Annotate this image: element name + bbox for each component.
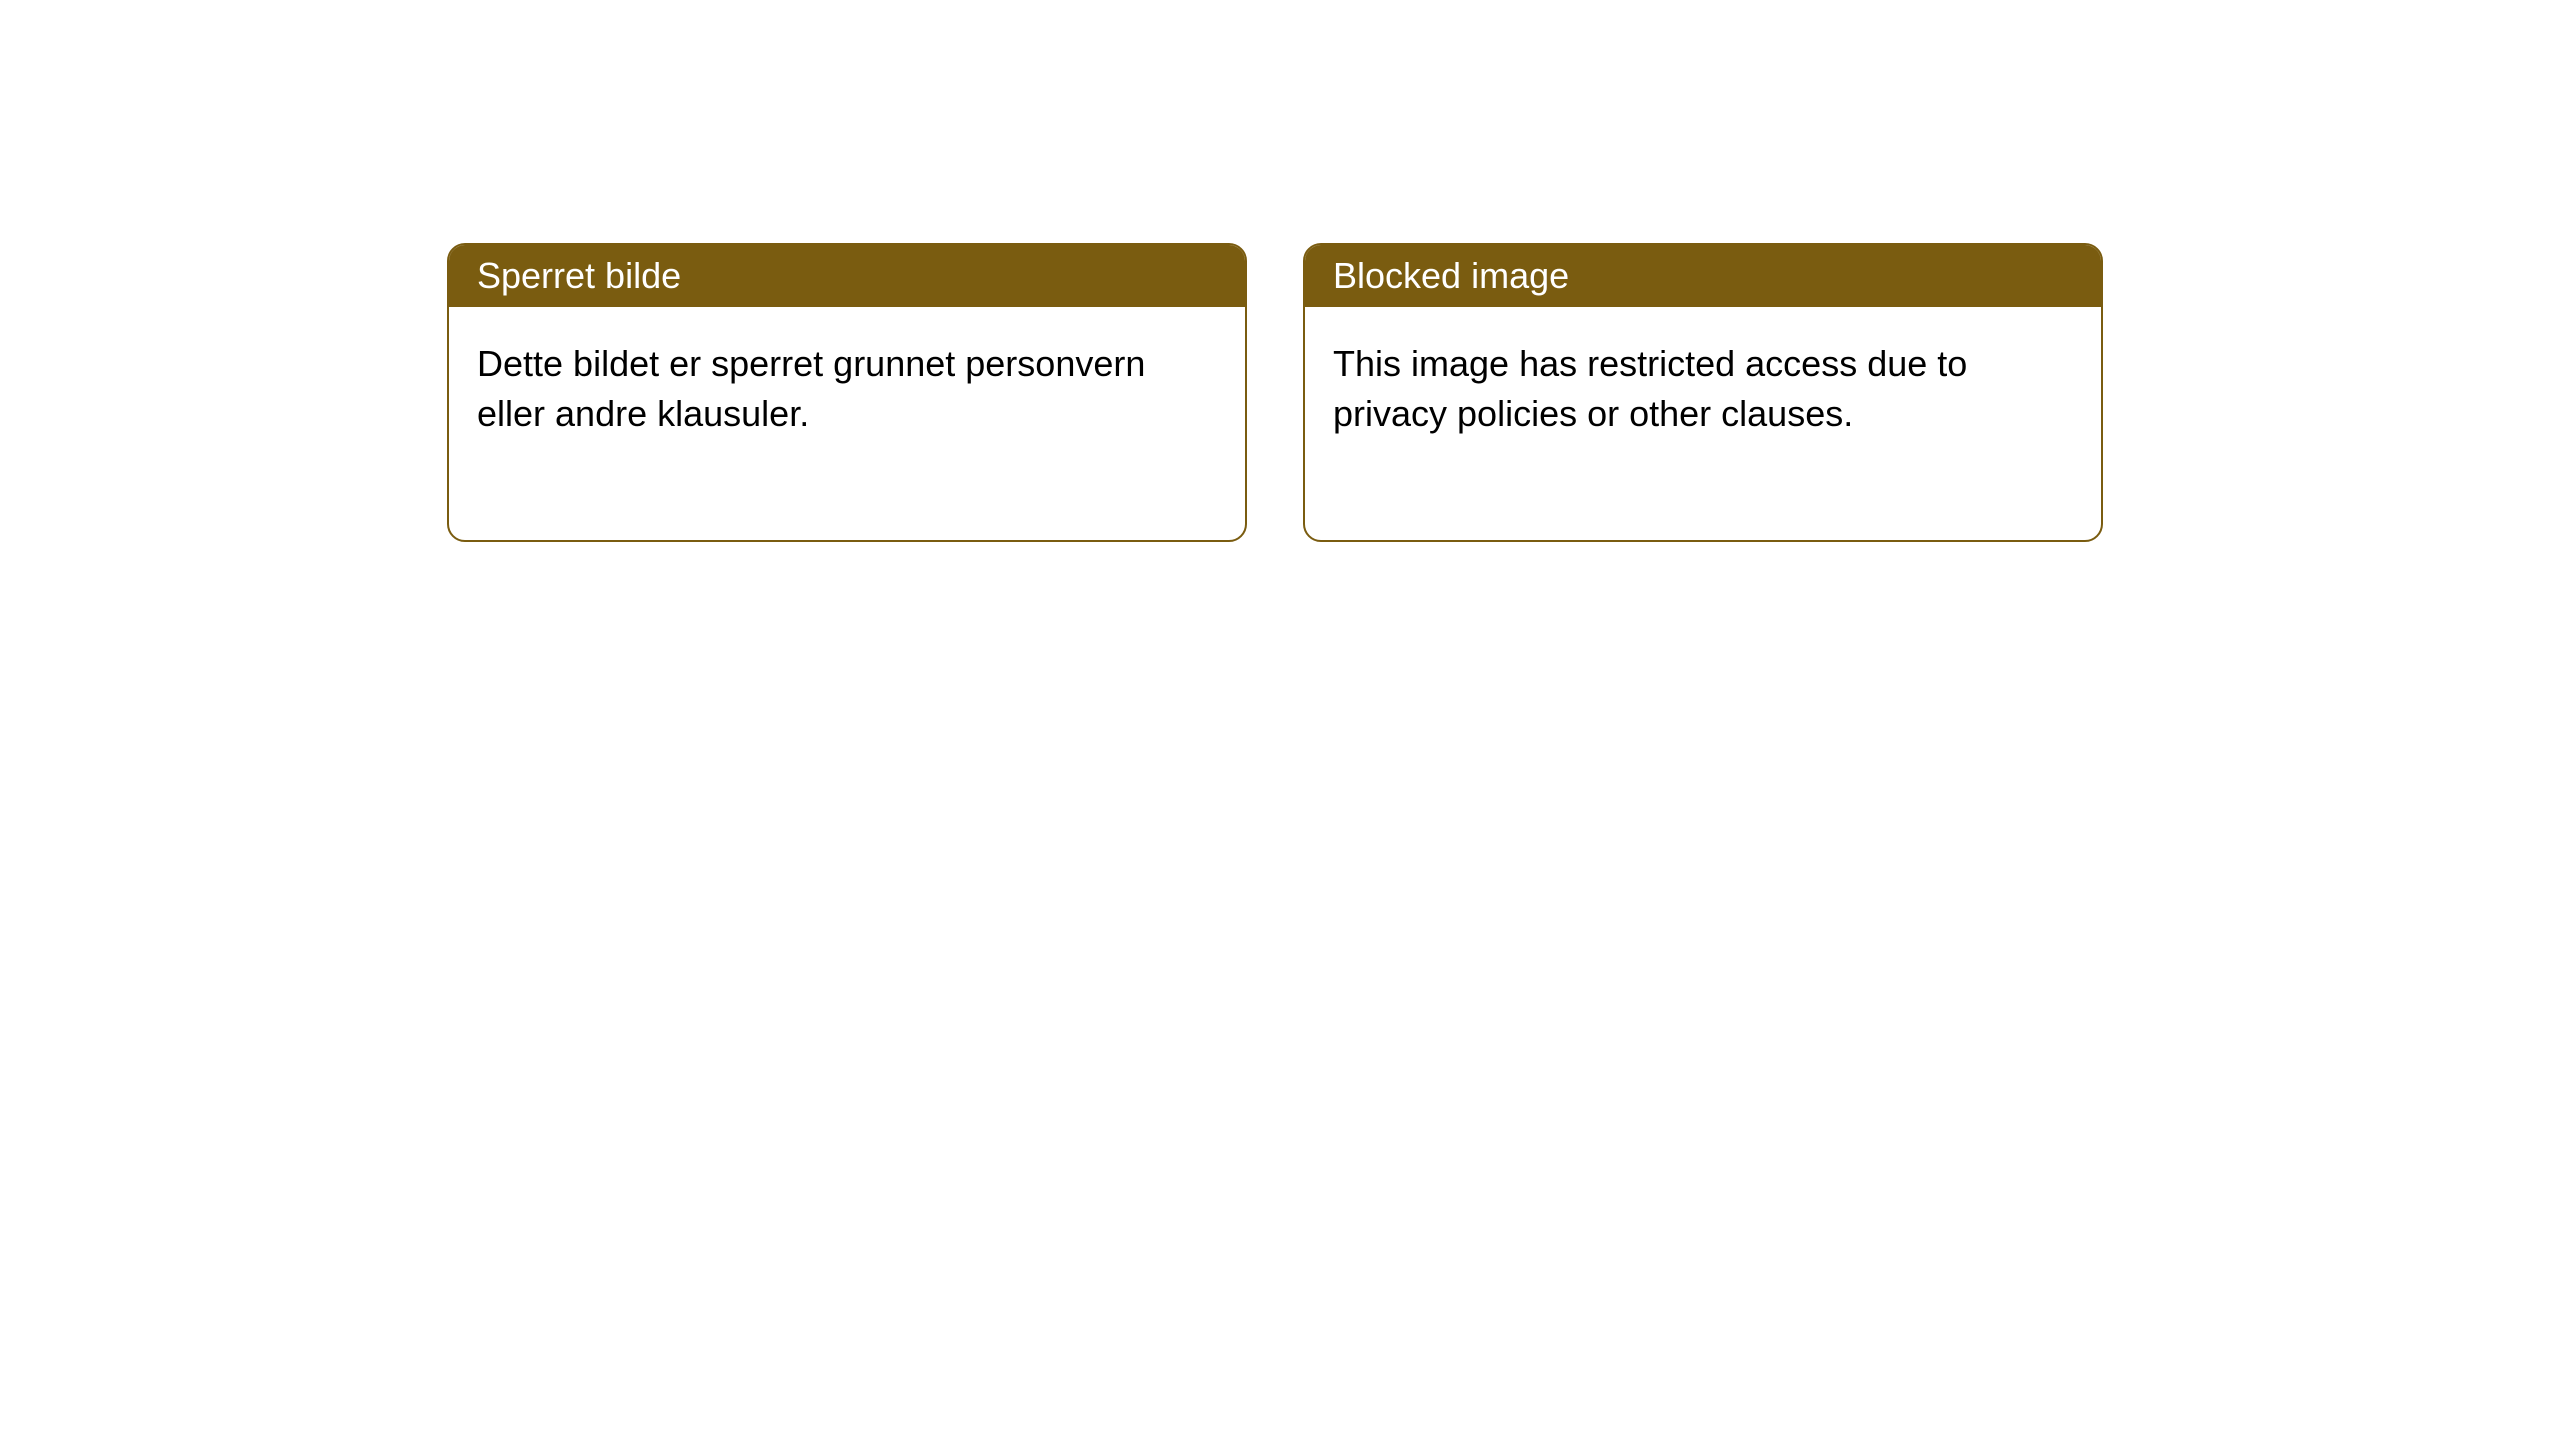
notice-card-english: Blocked image This image has restricted … (1303, 243, 2103, 542)
notice-body: This image has restricted access due to … (1305, 307, 2101, 540)
notice-card-norwegian: Sperret bilde Dette bildet er sperret gr… (447, 243, 1247, 542)
notice-body: Dette bildet er sperret grunnet personve… (449, 307, 1245, 540)
notice-container: Sperret bilde Dette bildet er sperret gr… (447, 243, 2103, 542)
notice-header: Sperret bilde (449, 245, 1245, 307)
notice-header: Blocked image (1305, 245, 2101, 307)
